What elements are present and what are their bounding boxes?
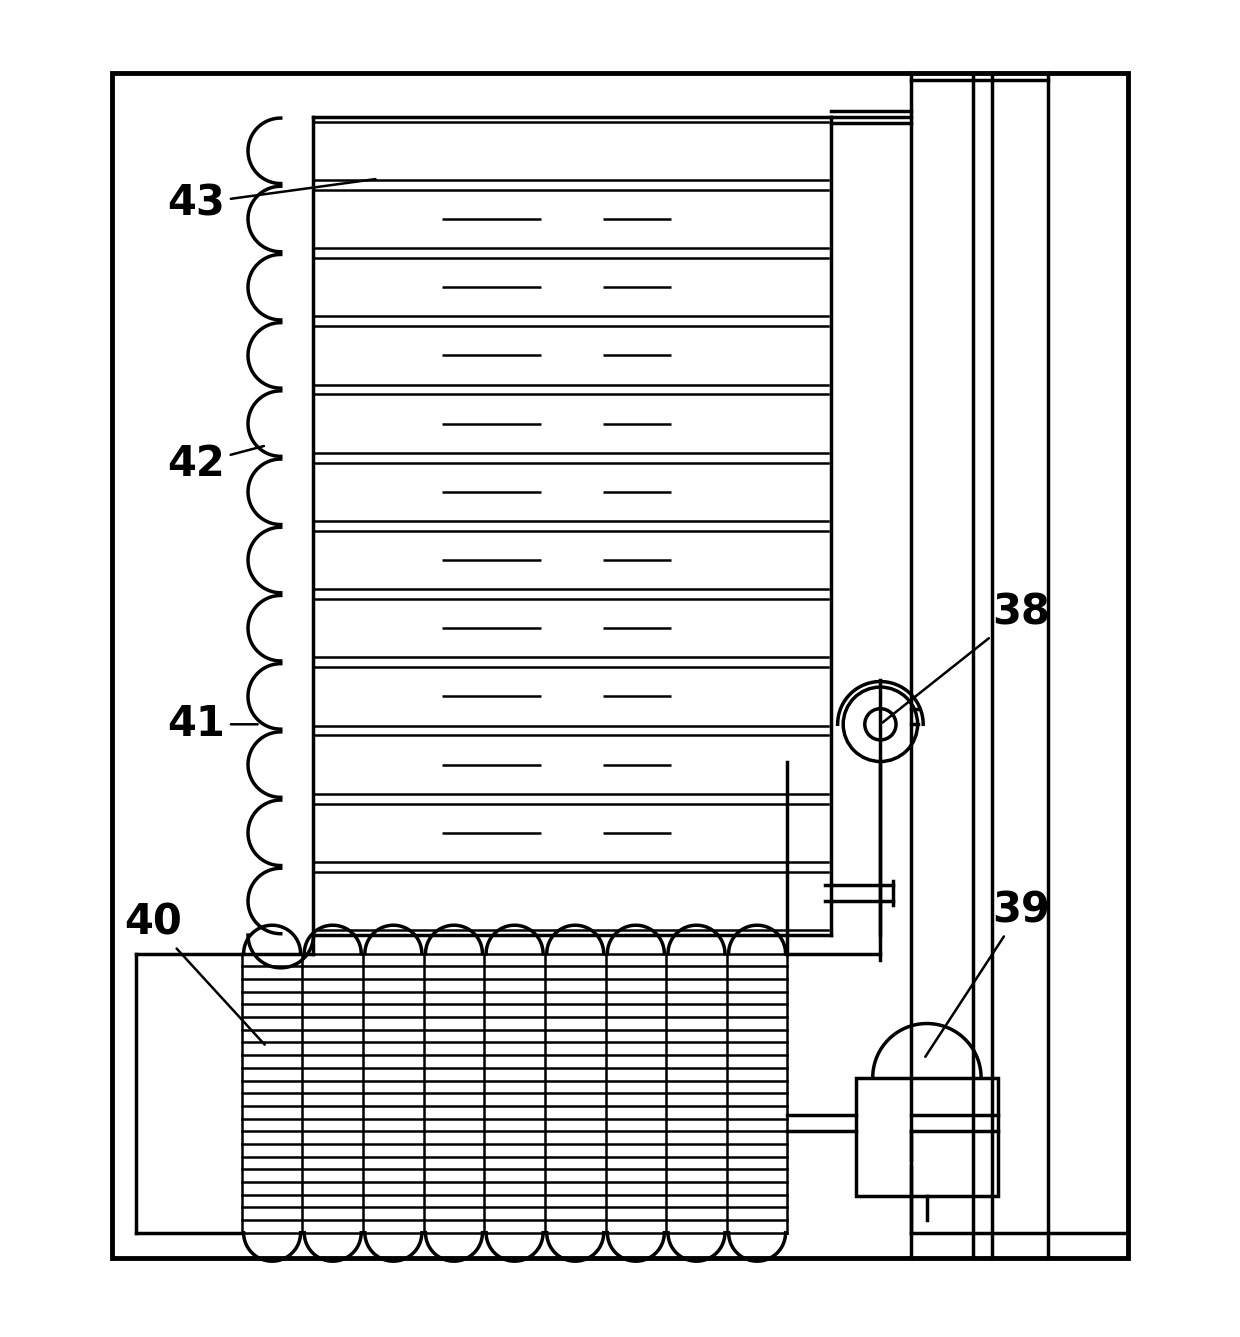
- Bar: [856, 1078, 998, 1195]
- Bar: [112, 74, 1128, 1258]
- Text: 38: 38: [883, 592, 1050, 722]
- Text: 43: 43: [167, 179, 376, 225]
- Text: 39: 39: [925, 889, 1050, 1056]
- Text: 40: 40: [124, 901, 264, 1044]
- Text: 42: 42: [167, 443, 264, 485]
- Text: 41: 41: [167, 703, 258, 745]
